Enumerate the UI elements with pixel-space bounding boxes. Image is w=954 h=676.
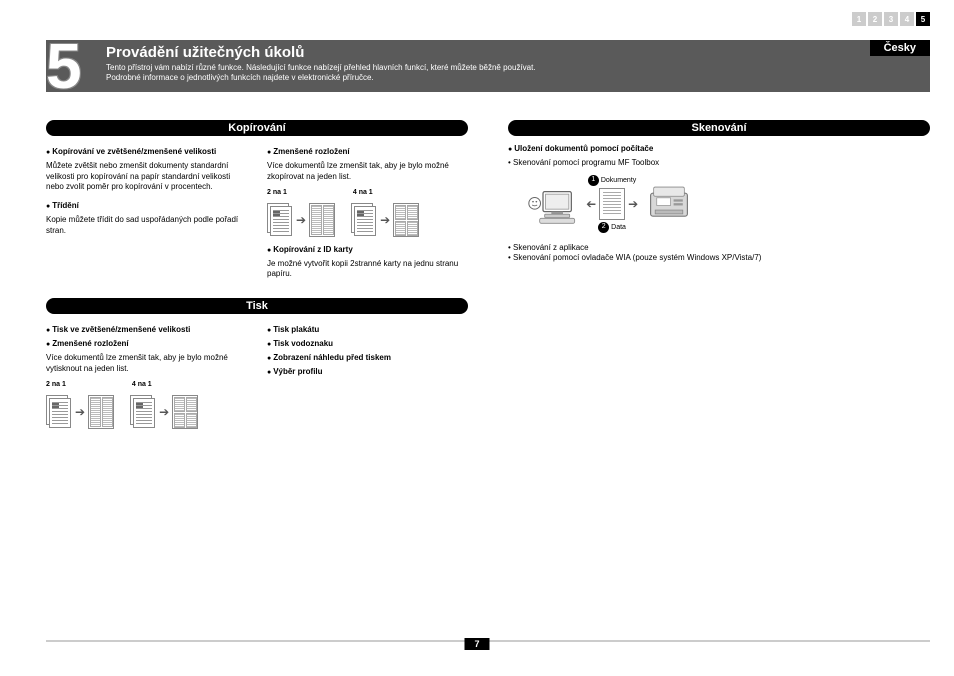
print-profile-title: Výběr profilu (267, 367, 468, 378)
scan-mftoolbox: Skenování pomocí programu MF Toolbox (508, 158, 930, 169)
content: Kopírování Kopírování ve zvětšené/zmenše… (46, 120, 930, 437)
layout-2on1-icon (309, 203, 335, 237)
copy-4on1-label: 4 na 1 (353, 188, 373, 197)
copy-idcard-text: Je možné vytvořit kopii 2stranné karty n… (267, 259, 468, 281)
copy-idcard-title: Kopírování z ID karty (267, 245, 468, 256)
copy-layout-text: Více dokumentů lze zmenšit tak, aby je b… (267, 161, 468, 183)
copy-2on1-label: 2 na 1 (267, 188, 287, 197)
scan-docs-label: Dokumenty (601, 176, 636, 183)
header-desc-2: Podrobné informace o jednotlivých funkcí… (106, 73, 920, 83)
header-title: Provádění užitečných úkolů (106, 44, 920, 61)
arrow-icon: ➔ (75, 404, 85, 420)
arrow-icon: ➔ (296, 212, 306, 228)
print-layout-text: Více dokumentů lze zmenšit tak, aby je b… (46, 353, 247, 375)
header-desc-1: Tento přístroj vám nabízí různé funkce. … (106, 63, 920, 73)
print-right: Tisk plakátu Tisk vodoznaku Zobrazení ná… (267, 322, 468, 437)
printer-icon (646, 184, 692, 222)
layout-4on1-icon (393, 203, 419, 237)
scan-app: Skenování z aplikace (508, 243, 930, 254)
copy-right: Zmenšené rozložení Více dokumentů lze zm… (267, 144, 468, 280)
badge-1-icon: 1 (588, 175, 599, 186)
print-diagram: ➔ ➔ (46, 395, 247, 429)
copy-enlarge-title: Kopírování ve zvětšené/zmenšené velikost… (46, 147, 247, 158)
copy-sort-text: Kopie můžete třídit do sad uspořádaných … (46, 215, 247, 237)
scan-heading: Skenování (508, 120, 930, 136)
scan-save-title: Uložení dokumentů pomocí počítače (508, 144, 930, 155)
left-column: Kopírování Kopírování ve zvětšené/zmenše… (46, 120, 468, 437)
copy-left: Kopírování ve zvětšené/zmenšené velikost… (46, 144, 247, 280)
arrow-icon: ➔ (159, 404, 169, 420)
arrow-right-icon: ➔ (628, 196, 638, 212)
header-band: Provádění užitečných úkolů Tento přístro… (46, 40, 930, 92)
print-watermark-title: Tisk vodoznaku (267, 339, 468, 350)
scan-diagram: 1Dokumenty ➔ ➔ 2Data (508, 175, 930, 233)
badge-2-icon: 2 (598, 222, 609, 233)
tab-3: 3 (884, 12, 898, 26)
arrow-left-icon: ➔ (586, 196, 596, 212)
doc-stack-icon (351, 203, 377, 237)
print-enlarge-title: Tisk ve zvětšené/zmenšené velikosti (46, 325, 247, 336)
tab-2: 2 (868, 12, 882, 26)
print-heading: Tisk (46, 298, 468, 314)
computer-icon (528, 180, 578, 227)
copy-body: Kopírování ve zvětšené/zmenšené velikost… (46, 144, 468, 280)
arrow-icon: ➔ (380, 212, 390, 228)
scan-wia: Skenování pomocí ovladače WIA (pouze sys… (508, 253, 930, 264)
tab-5: 5 (916, 12, 930, 26)
doc-stack-icon (46, 395, 72, 429)
copy-diagram: ➔ ➔ (267, 203, 468, 237)
copy-layout-title: Zmenšené rozložení (267, 147, 468, 158)
tab-1: 1 (852, 12, 866, 26)
print-4on1-label: 4 na 1 (132, 380, 152, 389)
print-preview-title: Zobrazení náhledu před tiskem (267, 353, 468, 364)
document-icon (599, 188, 625, 220)
layout-4on1-icon (172, 395, 198, 429)
copy-sort-title: Třídění (46, 201, 247, 212)
section-number: 5 (46, 34, 82, 98)
print-2on1-label: 2 na 1 (46, 380, 66, 389)
doc-stack-icon (130, 395, 156, 429)
language-tag: Česky (870, 40, 930, 56)
print-left: Tisk ve zvětšené/zmenšené velikosti Zmen… (46, 322, 247, 437)
print-layout-title: Zmenšené rozložení (46, 339, 247, 350)
copy-heading: Kopírování (46, 120, 468, 136)
scan-body: Uložení dokumentů pomocí počítače Skenov… (508, 144, 930, 264)
doc-stack-icon (267, 203, 293, 237)
copy-enlarge-text: Můžete zvětšit nebo zmenšit dokumenty st… (46, 161, 247, 193)
page-tabs: 1 2 3 4 5 (852, 12, 930, 26)
layout-2on1-icon (88, 395, 114, 429)
print-body: Tisk ve zvětšené/zmenšené velikosti Zmen… (46, 322, 468, 437)
scan-data-label: Data (611, 223, 626, 230)
tab-4: 4 (900, 12, 914, 26)
print-poster-title: Tisk plakátu (267, 325, 468, 336)
page-number: 7 (464, 638, 489, 650)
right-column: Skenování Uložení dokumentů pomocí počít… (508, 120, 930, 437)
